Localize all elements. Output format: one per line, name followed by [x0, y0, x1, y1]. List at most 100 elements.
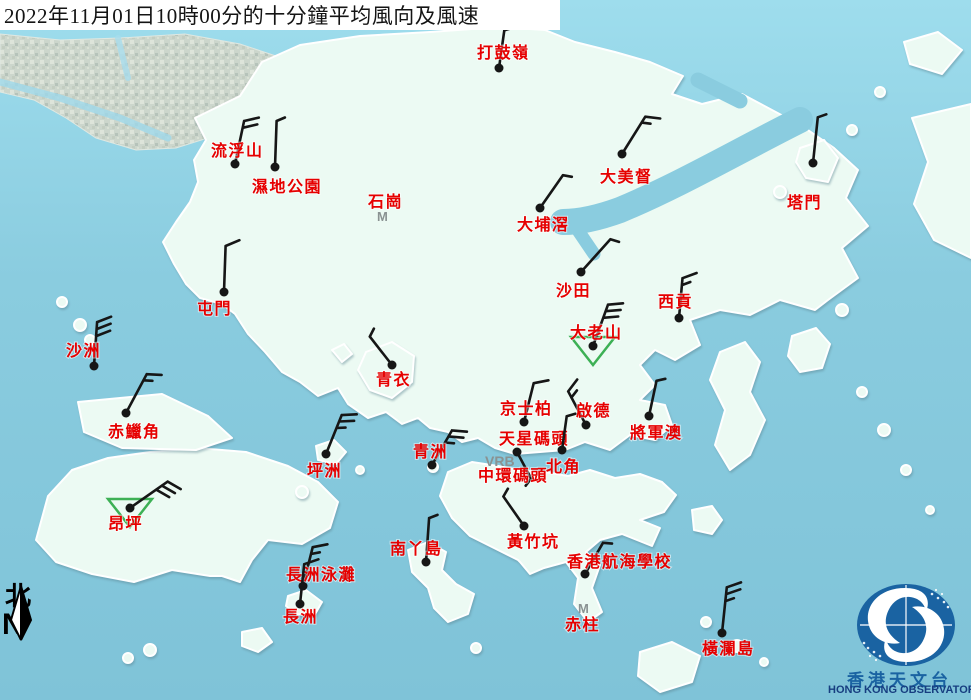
station-dot — [421, 557, 431, 567]
missing-data-marker: M — [578, 601, 589, 616]
po-toi-island — [637, 641, 701, 693]
wind-barb — [128, 480, 182, 510]
station-sha-tin: 沙田 — [555, 238, 621, 301]
station-dot — [219, 287, 229, 297]
station-label: 天星碼頭 — [499, 430, 569, 448]
station-dot — [581, 420, 591, 430]
islet — [143, 643, 157, 657]
station-dot — [808, 158, 818, 168]
station-label: 啟德 — [576, 401, 611, 420]
station-tseung-kwan-o: 將軍澳 — [629, 377, 682, 443]
wind-barb — [233, 116, 261, 166]
station-label: 昂坪 — [108, 515, 143, 533]
station-lau-fau-shan: 流浮山 — [210, 116, 263, 169]
wind-barb — [677, 271, 698, 320]
station-dot — [519, 521, 529, 531]
station-dot — [387, 360, 397, 370]
station-star-ferry: 天星碼頭 — [498, 429, 569, 487]
station-chek-lap-kok: 赤鱲角 — [107, 372, 163, 442]
islet — [295, 485, 309, 499]
station-dot — [576, 267, 586, 277]
river — [0, 78, 172, 142]
station-dot — [89, 361, 99, 371]
wind-barb — [620, 115, 662, 156]
station-label: 屯門 — [197, 299, 232, 318]
station-label: 橫瀾島 — [702, 639, 755, 658]
lantau-island — [35, 447, 339, 583]
variable-wind-marker: VRB — [485, 453, 515, 469]
green-triangle-marker — [568, 335, 618, 368]
station-dot — [121, 408, 131, 418]
station-sai-kung: 西貢 — [657, 271, 698, 323]
kau-sai-chau-island — [787, 327, 831, 373]
starling-inlet — [690, 72, 748, 109]
station-ta-kwu-ling: 打鼓嶺 — [476, 26, 529, 73]
hko-logo-icon — [857, 584, 955, 666]
sha-chau-islet — [73, 318, 87, 332]
north-arrow-icon — [9, 585, 33, 641]
station-waglan-island: 橫瀾島 — [701, 581, 755, 659]
ma-wan-island — [331, 343, 353, 363]
station-label: 赤鱲角 — [108, 422, 161, 441]
wind-barb — [579, 238, 621, 274]
station-green-island: 青洲 — [412, 429, 469, 470]
wind-barb — [591, 302, 625, 348]
wind-barb — [566, 378, 588, 427]
station-label: 大美督 — [600, 167, 653, 186]
station-label: 坪洲 — [307, 462, 342, 480]
hko-logo: 香港天文台 HONG KONG OBSERVATORY — [828, 580, 971, 700]
shek-kwu-chau-island — [241, 627, 273, 653]
shing-mun-river — [568, 219, 601, 261]
station-label: 大老山 — [570, 323, 623, 342]
islet — [900, 464, 912, 476]
station-label: 北角 — [546, 457, 581, 476]
islet — [122, 652, 134, 664]
station-label: 赤柱 — [565, 615, 600, 634]
station-dot — [588, 341, 598, 351]
wind-barb — [538, 173, 574, 210]
islet — [56, 296, 68, 308]
islet — [846, 124, 858, 136]
station-peng-chau: 坪洲 — [306, 413, 358, 481]
station-dot — [519, 417, 529, 427]
station-shek-kong: M石崗 — [366, 191, 403, 224]
station-label: 青洲 — [413, 442, 448, 461]
tung-lung-island — [691, 505, 723, 535]
islet — [759, 657, 769, 667]
northeast-island — [903, 31, 963, 75]
station-dot — [321, 449, 331, 459]
islet — [835, 303, 849, 317]
station-dot — [557, 445, 567, 455]
station-label: 長洲 — [283, 608, 318, 626]
station-tai-po-kau: 大埔滘 — [516, 173, 574, 235]
clearwater-bay-peninsula — [709, 341, 766, 471]
station-label: 香港航海學校 — [566, 552, 672, 571]
station-dot — [125, 503, 135, 513]
station-dot — [270, 162, 280, 172]
tolo-harbour — [550, 107, 813, 235]
station-dot — [295, 599, 305, 609]
islet — [773, 185, 787, 199]
wind-barb — [273, 116, 287, 169]
station-wong-chuk-hang: 黃竹坑 — [502, 487, 559, 552]
station-dot — [644, 411, 654, 421]
station-dot — [717, 628, 727, 638]
station-label: 中環碼頭 — [478, 466, 548, 485]
hko-logo-chinese: 香港天文台 — [847, 671, 952, 690]
station-cheung-chau: 長洲 — [282, 558, 320, 627]
wind-barb — [560, 412, 577, 452]
station-dot — [230, 159, 240, 169]
wind-barb — [92, 315, 113, 368]
station-label: 南丫島 — [390, 539, 443, 558]
station-wetland-park: 濕地公園 — [251, 116, 322, 197]
station-dot — [494, 63, 504, 73]
hong-kong-island — [439, 461, 677, 623]
map-title: 2022年11月01日10時00分的十分鐘平均風向及風速 — [4, 4, 480, 28]
wind-barb — [222, 238, 241, 294]
station-label: 沙田 — [556, 282, 591, 300]
station-label: 長洲泳灘 — [286, 565, 356, 584]
station-dot — [535, 203, 545, 213]
